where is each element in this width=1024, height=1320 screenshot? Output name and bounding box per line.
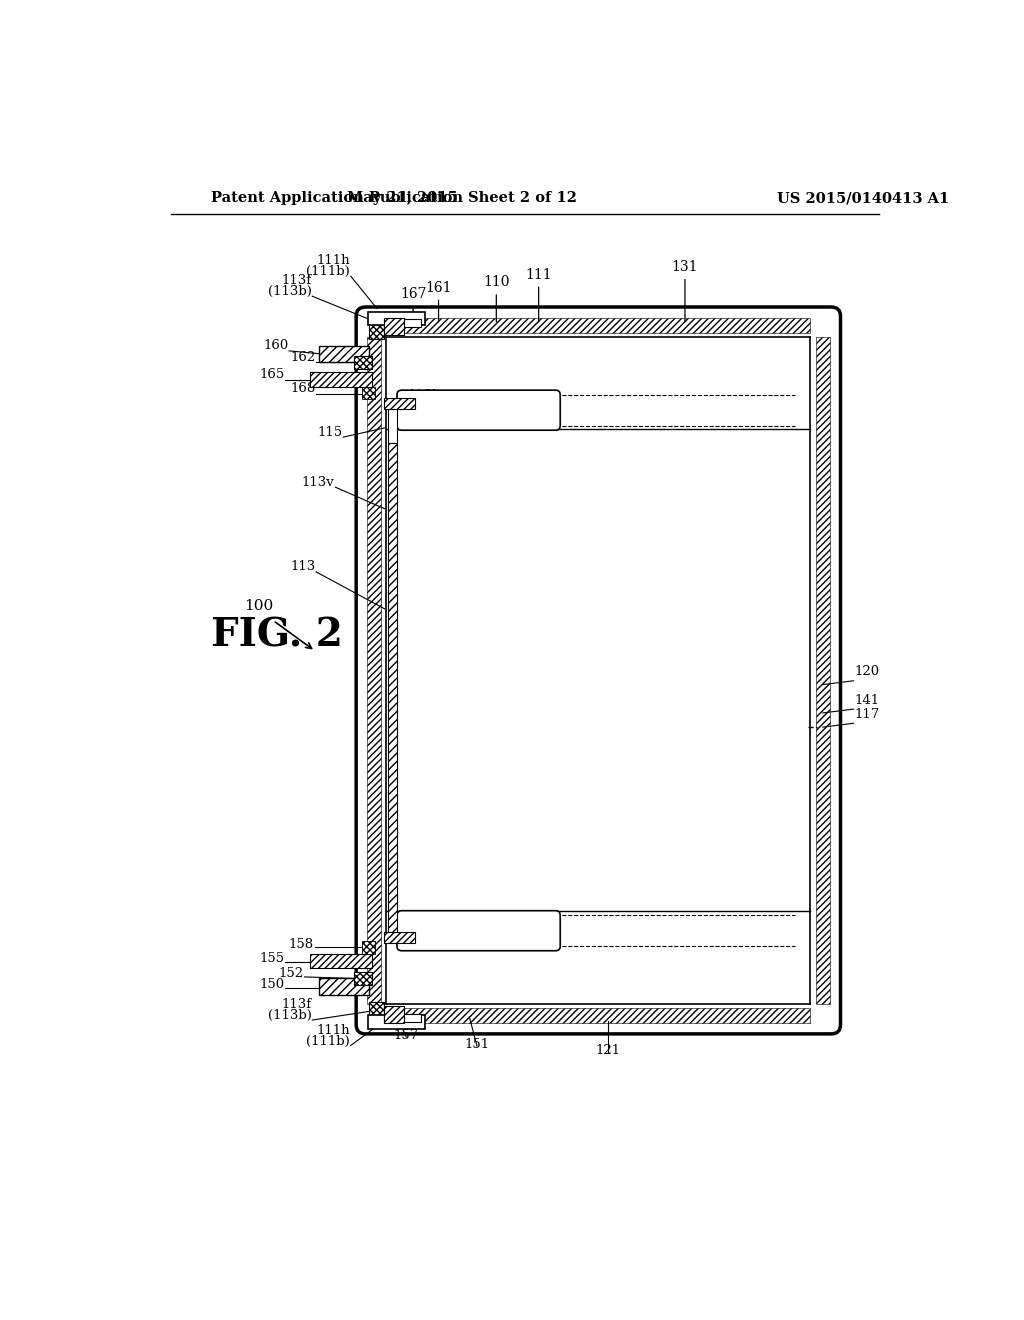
Bar (384, 318, 403, 335)
Text: 150: 150 (259, 978, 285, 991)
Text: 110: 110 (483, 276, 510, 322)
Bar (388, 409, 397, 444)
Text: 152: 152 (279, 968, 304, 979)
Bar (370, 1002, 384, 1026)
Text: May 21, 2015  Sheet 2 of 12: May 21, 2015 Sheet 2 of 12 (347, 191, 577, 206)
Text: US 2015/0140413 A1: US 2015/0140413 A1 (777, 191, 949, 206)
Text: 111h: 111h (316, 1024, 350, 1038)
Bar (384, 932, 415, 942)
Text: (113b): (113b) (267, 1008, 311, 1022)
Text: 113f: 113f (282, 275, 311, 286)
Text: 160: 160 (263, 339, 289, 351)
Text: Patent Application Publication: Patent Application Publication (211, 191, 464, 206)
Bar (384, 319, 421, 327)
Bar (386, 337, 810, 1003)
Text: 113: 113 (290, 561, 315, 573)
Bar (368, 1015, 425, 1028)
FancyBboxPatch shape (356, 308, 841, 1034)
Bar (361, 387, 375, 400)
Text: (113b): (113b) (267, 285, 311, 298)
Bar (319, 346, 370, 363)
Bar (816, 337, 829, 1003)
Text: 131: 131 (672, 260, 698, 322)
Bar (319, 978, 370, 995)
Bar (354, 356, 372, 368)
Bar (310, 372, 372, 387)
Text: 113h: 113h (408, 389, 441, 403)
Text: FIG. 2: FIG. 2 (211, 616, 343, 655)
Bar (388, 444, 397, 932)
Bar (361, 941, 375, 954)
Bar (384, 397, 415, 409)
FancyBboxPatch shape (397, 391, 560, 430)
Text: 162: 162 (290, 351, 315, 364)
Text: 121: 121 (595, 1044, 621, 1057)
Text: 165: 165 (259, 368, 285, 381)
Bar (370, 314, 384, 339)
Text: 120: 120 (854, 665, 880, 678)
Text: 151: 151 (465, 1038, 489, 1051)
Text: 158: 158 (289, 937, 313, 950)
Text: (111b): (111b) (306, 265, 350, 277)
Text: 113f: 113f (282, 998, 311, 1011)
Text: 141: 141 (854, 694, 880, 706)
Bar (310, 954, 372, 969)
Text: 111h: 111h (316, 253, 350, 267)
Text: 157: 157 (393, 1028, 419, 1041)
Text: 111: 111 (525, 268, 552, 322)
FancyBboxPatch shape (397, 911, 560, 950)
Bar (386, 318, 810, 333)
Bar (386, 1007, 810, 1023)
Bar (384, 1006, 403, 1023)
Text: 115: 115 (317, 425, 342, 438)
Text: 168: 168 (290, 383, 315, 396)
Bar (384, 1014, 421, 1022)
Text: 117: 117 (854, 708, 880, 721)
Bar (354, 973, 372, 985)
Bar (368, 313, 425, 326)
Text: 155: 155 (259, 952, 285, 965)
Text: 100: 100 (245, 599, 273, 612)
Text: 167: 167 (400, 286, 426, 312)
Text: 161: 161 (425, 281, 452, 322)
Bar (367, 337, 381, 1003)
Text: 113v: 113v (302, 475, 335, 488)
Text: (111b): (111b) (306, 1035, 350, 1048)
